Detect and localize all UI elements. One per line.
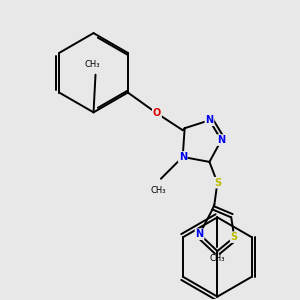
- Text: N: N: [178, 152, 187, 162]
- Text: N: N: [196, 229, 204, 239]
- Text: S: S: [231, 232, 238, 242]
- Text: O: O: [153, 108, 161, 118]
- Text: N: N: [217, 135, 225, 145]
- Text: N: N: [206, 115, 214, 125]
- Text: CH₃: CH₃: [210, 254, 225, 263]
- Text: CH₃: CH₃: [85, 60, 100, 69]
- Text: CH₃: CH₃: [150, 186, 166, 195]
- Text: S: S: [214, 178, 221, 188]
